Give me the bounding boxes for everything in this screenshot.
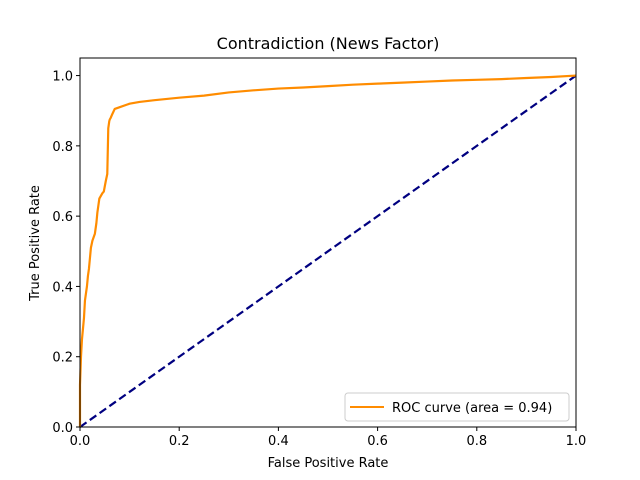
- x-axis-ticks: 0.0 0.2 0.4 0.6 0.8 1.0: [70, 427, 587, 449]
- y-axis-ticks: 0.0 0.2 0.4 0.6 0.8 1.0: [52, 70, 80, 436]
- x-tick-label: 1.0: [566, 434, 587, 449]
- x-tick-label: 0.2: [169, 434, 190, 449]
- x-tick-label: 0.4: [268, 434, 289, 449]
- y-tick-label: 0.6: [52, 210, 73, 225]
- y-tick-label: 1.0: [52, 70, 73, 85]
- y-tick-label: 0.0: [52, 421, 73, 436]
- chart-title: Contradiction (News Factor): [217, 34, 440, 53]
- x-tick-label: 0.6: [367, 434, 388, 449]
- x-tick-label: 0.8: [466, 434, 487, 449]
- y-axis-label: True Positive Rate: [28, 185, 43, 302]
- y-tick-label: 0.4: [52, 280, 73, 295]
- y-tick-label: 0.2: [52, 351, 73, 366]
- x-axis-label: False Positive Rate: [268, 456, 389, 471]
- series-layer: [78, 74, 577, 428]
- legend-label-roc: ROC curve (area = 0.94): [392, 401, 552, 416]
- y-tick-label: 0.8: [52, 140, 73, 155]
- legend: ROC curve (area = 0.94): [344, 392, 570, 422]
- plot-frame: [79, 57, 577, 428]
- chance-diagonal-line: [79, 74, 577, 428]
- roc-curve-line: [78, 74, 577, 427]
- x-tick-label: 0.0: [70, 434, 91, 449]
- legend-box: [344, 392, 570, 422]
